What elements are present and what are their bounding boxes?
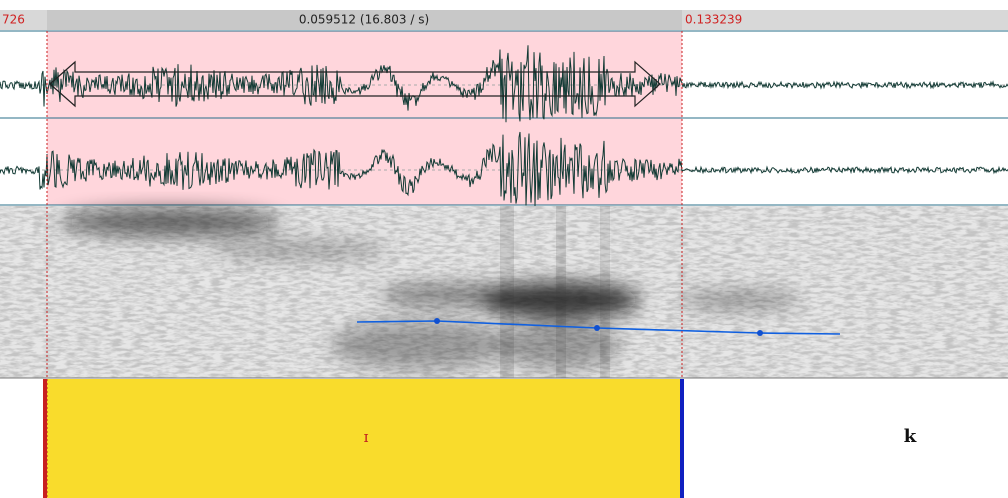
right-time: 0.133239 [685, 13, 742, 27]
boundary[interactable] [680, 379, 684, 498]
interval-label: ɪ [364, 428, 369, 446]
page: 726 0.059512 (16.803 / s) 0.133239 ɪ k ( [0, 0, 1008, 498]
spectrogram [0, 206, 1008, 378]
sound-editor: 726 0.059512 (16.803 / s) 0.133239 ɪ k [0, 0, 1008, 498]
left-time: 726 [2, 13, 25, 27]
boundary[interactable] [43, 379, 47, 498]
formant-point [594, 325, 600, 331]
interval-label: k [904, 426, 917, 447]
selection-duration: 0.059512 (16.803 / s) [299, 13, 429, 27]
formant-point [434, 318, 440, 324]
formant-point [757, 330, 763, 336]
